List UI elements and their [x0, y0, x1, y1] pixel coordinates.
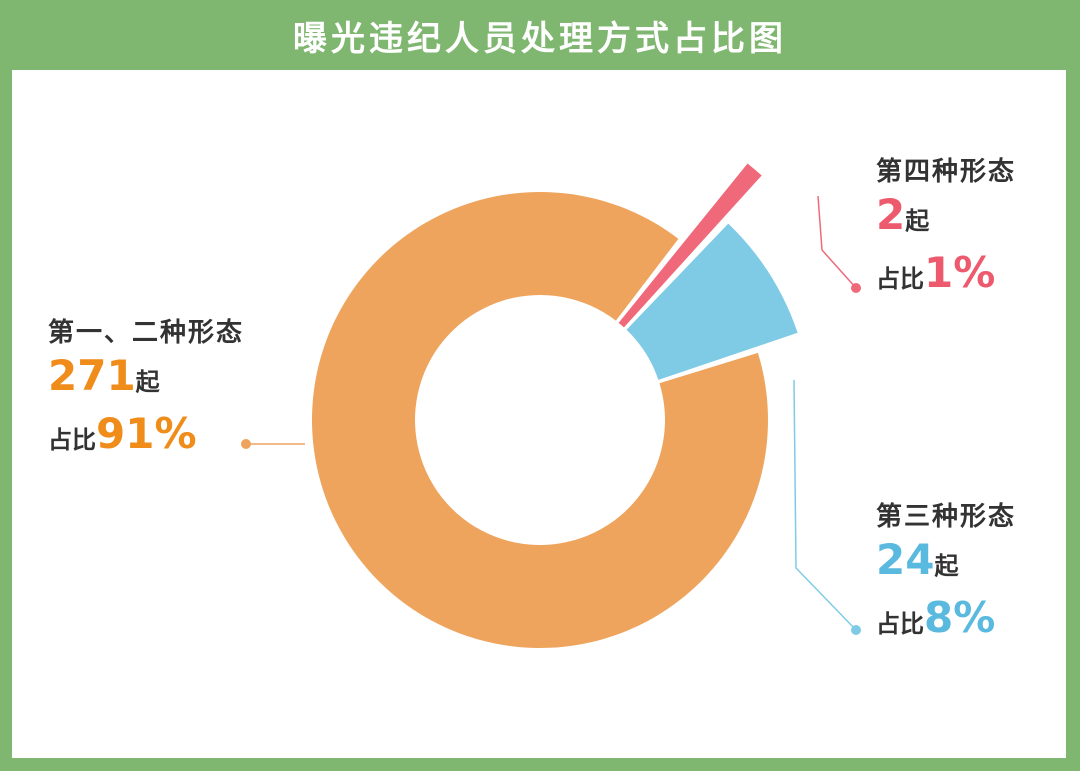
leader-line-slice-4-dot — [851, 283, 861, 293]
label-slice-1-2-percent: 91% — [96, 409, 197, 458]
label-slice-1-2-unit: 起 — [135, 368, 160, 396]
leader-line-slice-3 — [793, 379, 857, 631]
label-slice-3-count: 24 — [876, 535, 935, 584]
leader-line-slice-4 — [817, 195, 857, 289]
label-slice-1-2-prefix: 占比 — [48, 426, 96, 454]
label-slice-3-unit: 起 — [934, 552, 959, 580]
donut-slice-3 — [626, 223, 798, 380]
label-slice-3-percent: 8% — [924, 593, 996, 642]
label-slice-3-name: 第三种形态 — [876, 502, 1017, 532]
label-slice-3-prefix: 占比 — [876, 610, 924, 638]
label-slice-4-prefix: 占比 — [876, 265, 924, 293]
chart-title: 曝光违纪人员处理方式占比图 — [293, 18, 787, 59]
label-slice-4-unit: 起 — [905, 207, 930, 235]
leader-line-slice-1-2-dot — [241, 439, 251, 449]
label-slice-4: 第四种形态 2 起 占比 1% — [876, 155, 1016, 305]
label-slice-1-2-name: 第一、二种形态 — [48, 318, 245, 348]
label-slice-4-count: 2 — [876, 190, 906, 239]
label-slice-3: 第三种形态 24 起 占比 8% — [876, 500, 1016, 650]
label-slice-1-2: 第一、二种形态 271 起 占比 91% — [48, 316, 244, 466]
label-slice-4-name: 第四种形态 — [876, 157, 1017, 187]
leader-line-slice-3-dot — [851, 625, 861, 635]
label-slice-4-percent: 1% — [924, 248, 996, 297]
donut-slice-1-2 — [312, 191, 768, 648]
donut-slice-4 — [618, 163, 762, 328]
label-slice-1-2-count: 271 — [48, 351, 136, 400]
